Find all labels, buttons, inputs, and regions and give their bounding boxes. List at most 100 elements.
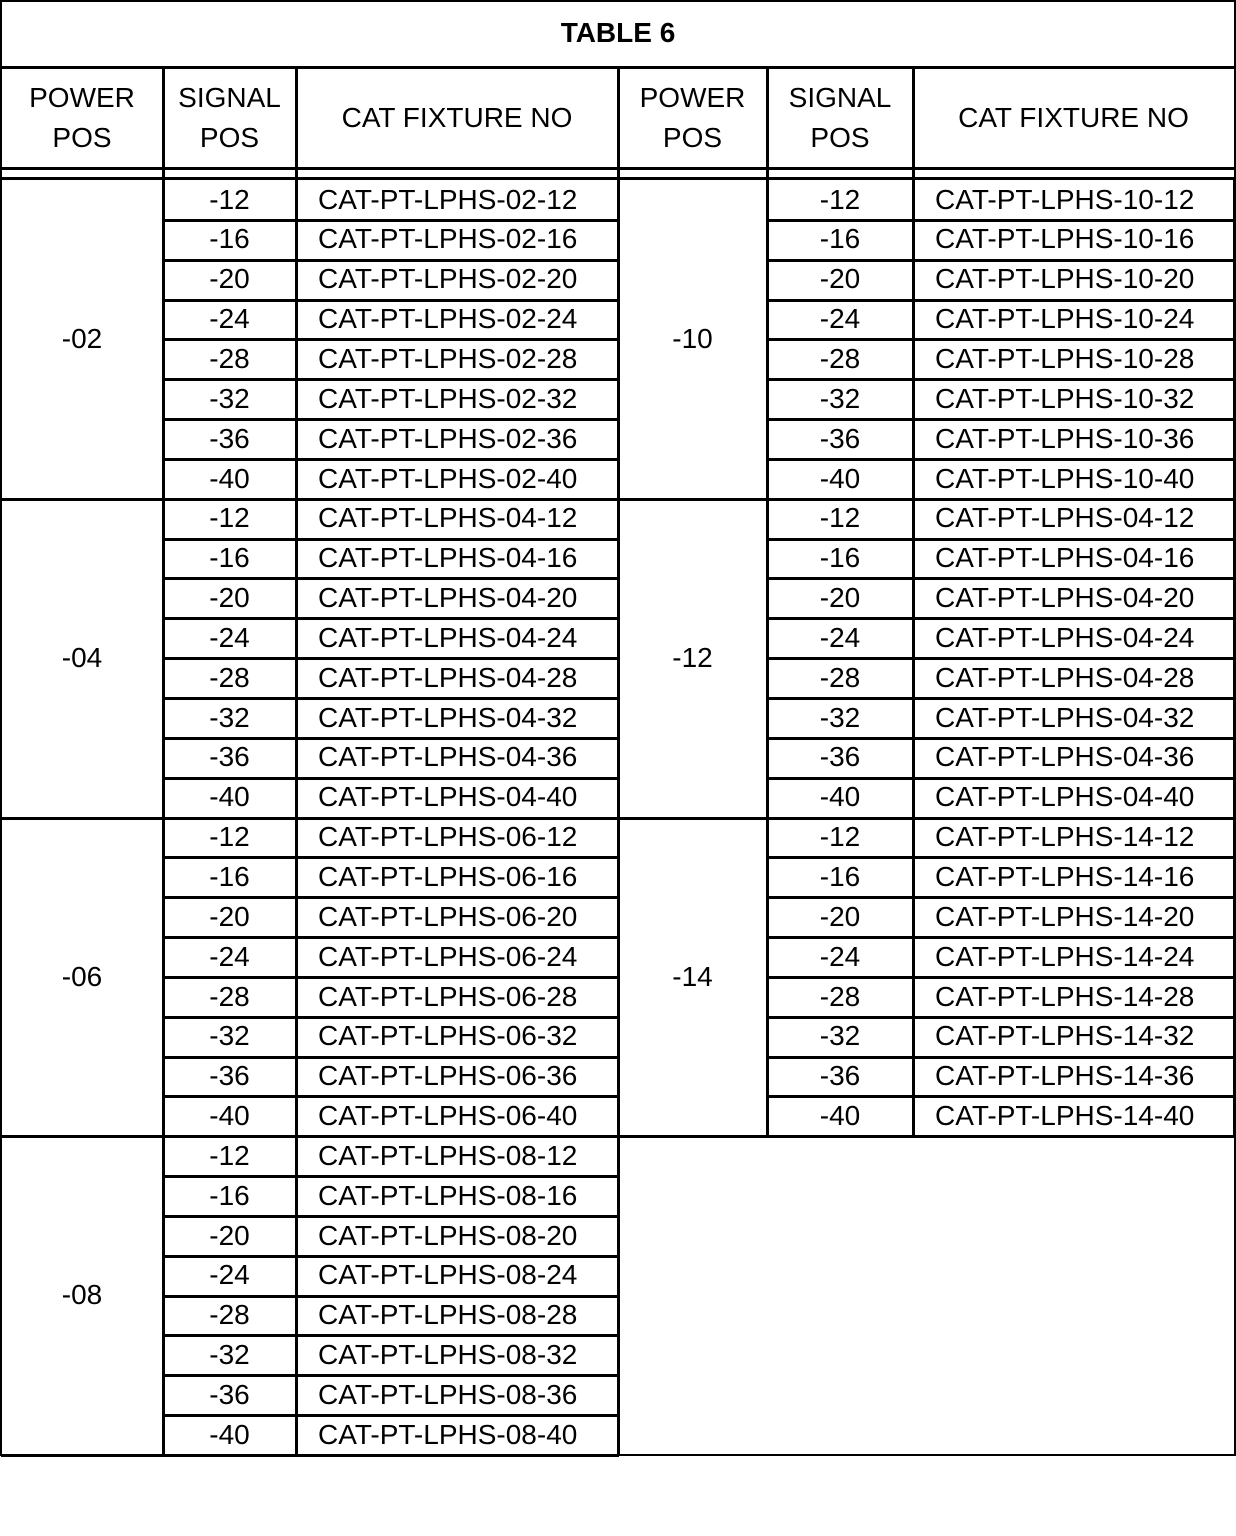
group-line [1,498,619,501]
signal-pos-cell: -36 [209,1378,250,1410]
signal-pos-cell: -16 [819,860,861,892]
column-header-text: POS [52,121,112,153]
cat-fixture-cell: CAT-PT-LPHS-08-24 [318,1259,578,1291]
signal-pos-cell: -12 [209,502,250,534]
column-header-text: SIGNAL [788,81,892,113]
cat-fixture-cell: CAT-PT-LPHS-14-12 [935,821,1195,853]
cat-fixture-cell: CAT-PT-LPHS-10-40 [935,462,1195,494]
signal-pos-cell: -16 [209,1179,250,1211]
signal-pos-cell: -12 [819,183,861,215]
row-line [163,219,618,222]
signal-pos-cell: -20 [819,263,861,295]
signal-pos-cell: -32 [209,1020,250,1052]
power-pos-cell: -14 [672,960,713,992]
col-line [162,180,165,1455]
row-line [163,1016,618,1019]
cat-fixture-cell: CAT-PT-LPHS-14-16 [935,860,1195,892]
cat-fixture-cell: CAT-PT-LPHS-14-28 [935,980,1195,1012]
signal-pos-cell: -28 [209,980,250,1012]
column-header-text: POS [810,121,870,153]
row-line [163,1175,618,1178]
column-header-text: CAT FIXTURE NO [958,101,1189,133]
column-header: POWER POS [618,67,767,168]
row-line [163,777,618,780]
column-header: POWER POS [1,67,163,168]
row-line [767,1095,1234,1098]
signal-pos-cell: -36 [819,422,861,454]
row-line [163,697,618,700]
signal-pos-cell: -32 [209,701,250,733]
cat-fixture-cell: CAT-PT-LPHS-10-20 [935,263,1195,295]
signal-pos-cell: -24 [209,940,250,972]
cat-fixture-cell: CAT-PT-LPHS-02-24 [318,303,578,335]
signal-pos-cell: -24 [819,940,861,972]
signal-pos-cell: -24 [209,1259,250,1291]
signal-pos-cell: -20 [819,900,861,932]
row-line [163,1414,618,1417]
signal-pos-cell: -36 [209,422,250,454]
signal-pos-cell: -20 [209,900,250,932]
col-line [295,180,298,1455]
cat-fixture-cell: CAT-PT-LPHS-08-36 [318,1378,578,1410]
row-line [163,378,618,381]
row-line [163,856,618,859]
row-line [163,577,618,580]
signal-pos-cell: -28 [819,661,861,693]
signal-pos-cell: -36 [209,1060,250,1092]
row-line [767,219,1234,222]
cat-fixture-cell: CAT-PT-LPHS-14-24 [935,940,1195,972]
cat-fixture-cell: CAT-PT-LPHS-02-40 [318,462,578,494]
group-line [618,498,1236,501]
row-line [163,1374,618,1377]
cat-fixture-cell: CAT-PT-LPHS-02-16 [318,223,578,255]
row-line [767,976,1234,979]
column-header-text: POWER [639,81,746,113]
header-col-line [912,67,915,180]
signal-pos-cell: -16 [209,542,250,574]
signal-pos-cell: -32 [819,1020,861,1052]
power-pos-cell: -02 [61,323,103,355]
cat-fixture-cell: CAT-PT-LPHS-04-20 [318,582,578,614]
cat-fixture-cell: CAT-PT-LPHS-04-24 [935,621,1195,653]
cat-fixture-cell: CAT-PT-LPHS-04-12 [318,502,578,534]
signal-pos-cell: -20 [209,263,250,295]
signal-pos-cell: -20 [209,1219,250,1251]
signal-pos-cell: -40 [819,781,861,813]
signal-pos-cell: -32 [819,701,861,733]
col-line [912,180,915,1137]
cat-fixture-cell: CAT-PT-LPHS-02-28 [318,343,578,374]
signal-pos-cell: -40 [209,462,250,494]
cat-fixture-cell: CAT-PT-LPHS-02-32 [318,382,578,414]
row-line [163,1295,618,1298]
row-line [767,777,1234,780]
col-line [766,180,769,1137]
row-line [767,697,1234,700]
row-line [163,1095,618,1098]
group-line [618,817,1236,820]
cat-fixture-cell: CAT-PT-LPHS-14-20 [935,900,1195,932]
row-line [767,338,1234,341]
column-header: CAT FIXTURE NO [296,67,618,168]
cat-fixture-cell: CAT-PT-LPHS-06-28 [318,980,578,1012]
signal-pos-cell: -32 [209,382,250,414]
signal-pos-cell: -16 [819,542,861,574]
group-line [618,1135,1236,1138]
signal-pos-cell: -24 [819,621,861,653]
signal-pos-cell: -32 [819,382,861,414]
row-line [163,896,618,899]
signal-pos-cell: -36 [819,741,861,773]
cat-fixture-cell: CAT-PT-LPHS-14-40 [935,1100,1195,1132]
row-line [767,896,1234,899]
power-pos-cell: -04 [61,641,103,673]
row-line [767,936,1234,939]
cat-fixture-cell: CAT-PT-LPHS-10-16 [935,223,1195,255]
signal-pos-cell: -24 [209,621,250,653]
row-line [767,856,1234,859]
row-line [163,538,618,541]
row-line [163,458,618,461]
cat-fixture-cell: CAT-PT-LPHS-06-40 [318,1100,578,1132]
cat-fixture-cell: CAT-PT-LPHS-06-16 [318,860,578,892]
signal-pos-cell: -24 [209,303,250,335]
row-line [163,1334,618,1337]
cat-fixture-cell: CAT-PT-LPHS-04-20 [935,582,1195,614]
